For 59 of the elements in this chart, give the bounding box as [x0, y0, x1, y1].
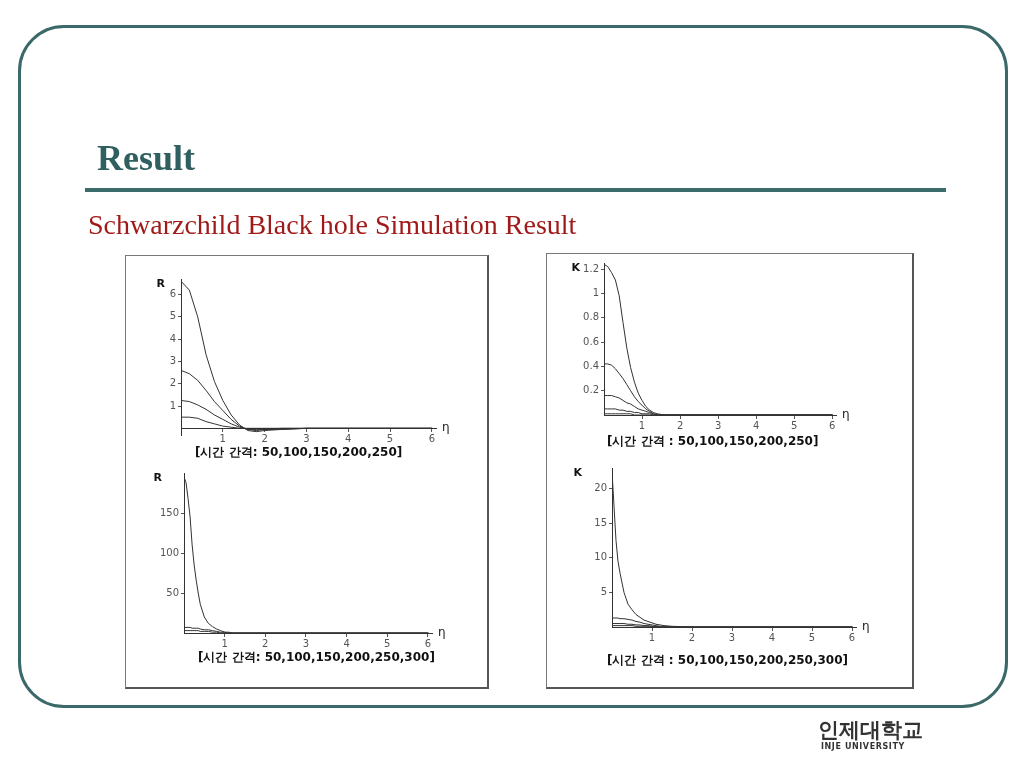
text: INJE UNIVERSITY — [821, 742, 906, 752]
x-tick-label: 1 — [219, 432, 226, 444]
x-tick-label: 4 — [345, 432, 352, 444]
x-tick-label: 5 — [790, 419, 798, 431]
text: 인제대학교 — [818, 718, 923, 742]
y-tick-label: 10 — [594, 551, 607, 563]
y-tick-label: 0.8 — [583, 311, 599, 323]
y-tick-label: 0.2 — [583, 384, 599, 396]
x-tick-label: 6 — [848, 631, 856, 643]
y-tick-label: 0.4 — [583, 359, 599, 371]
x-axis-title: η — [438, 624, 446, 639]
y-tick-label: 3 — [169, 355, 176, 367]
y-tick-label: 15 — [594, 516, 607, 528]
text: [시간 간격: 50,100,150,200,250,300] — [198, 650, 435, 664]
y-tick-label: 1.2 — [583, 262, 599, 274]
text: [시간 간격: 50,100,150,200,250] — [195, 445, 403, 460]
x-axis-title: η — [862, 618, 870, 633]
y-tick-label: 50 — [166, 586, 179, 598]
y-tick-label: 100 — [159, 546, 179, 558]
y-tick-label: 6 — [169, 288, 176, 300]
y-tick-label: 5 — [600, 586, 607, 598]
text: [시간 간격 : 50,100,150,200,250,300] — [607, 653, 849, 667]
y-tick-label: 1 — [169, 399, 176, 411]
x-tick-label: 2 — [262, 637, 269, 649]
y-tick-label: 20 — [594, 482, 607, 494]
x-axis-title: η — [842, 406, 850, 421]
x-tick-label: 5 — [384, 637, 391, 649]
x-tick-label: 5 — [386, 432, 394, 444]
x-tick-label: 1 — [221, 637, 228, 649]
y-tick-label: 1 — [592, 286, 599, 298]
x-tick-label: 4 — [343, 637, 350, 649]
chart-subtitle: Schwarzchild Black hole Simulation Result — [88, 209, 577, 240]
y-axis-title: R — [156, 276, 165, 290]
x-axis-title: η — [442, 420, 450, 435]
y-axis-title: K — [571, 260, 580, 274]
y-tick-label: 5 — [169, 310, 176, 322]
x-tick-label: 3 — [302, 637, 310, 649]
y-axis-title: R — [153, 470, 162, 484]
x-tick-label: 2 — [676, 419, 684, 431]
y-tick-label: 0.6 — [583, 335, 599, 347]
x-tick-label: 6 — [829, 419, 836, 431]
chart-title: Result — [97, 138, 195, 178]
y-tick-label: 150 — [159, 506, 179, 518]
x-tick-label: 3 — [714, 419, 722, 431]
x-tick-label: 5 — [808, 631, 816, 643]
x-tick-label: 1 — [638, 419, 646, 431]
x-tick-label: 2 — [688, 631, 696, 643]
x-tick-label: 3 — [728, 631, 736, 643]
x-tick-label: 3 — [303, 432, 310, 444]
text: [시간 간격 : 50,100,150,200,250] — [607, 434, 819, 448]
y-tick-label: 2 — [169, 377, 176, 389]
y-axis-title: K — [573, 465, 582, 479]
x-tick-label: 4 — [768, 631, 776, 643]
y-tick-label: 4 — [169, 332, 176, 344]
x-tick-label: 6 — [428, 432, 436, 444]
x-tick-label: 1 — [648, 631, 656, 643]
x-tick-label: 2 — [261, 432, 268, 444]
x-tick-label: 6 — [424, 637, 432, 649]
x-tick-label: 4 — [752, 419, 760, 431]
